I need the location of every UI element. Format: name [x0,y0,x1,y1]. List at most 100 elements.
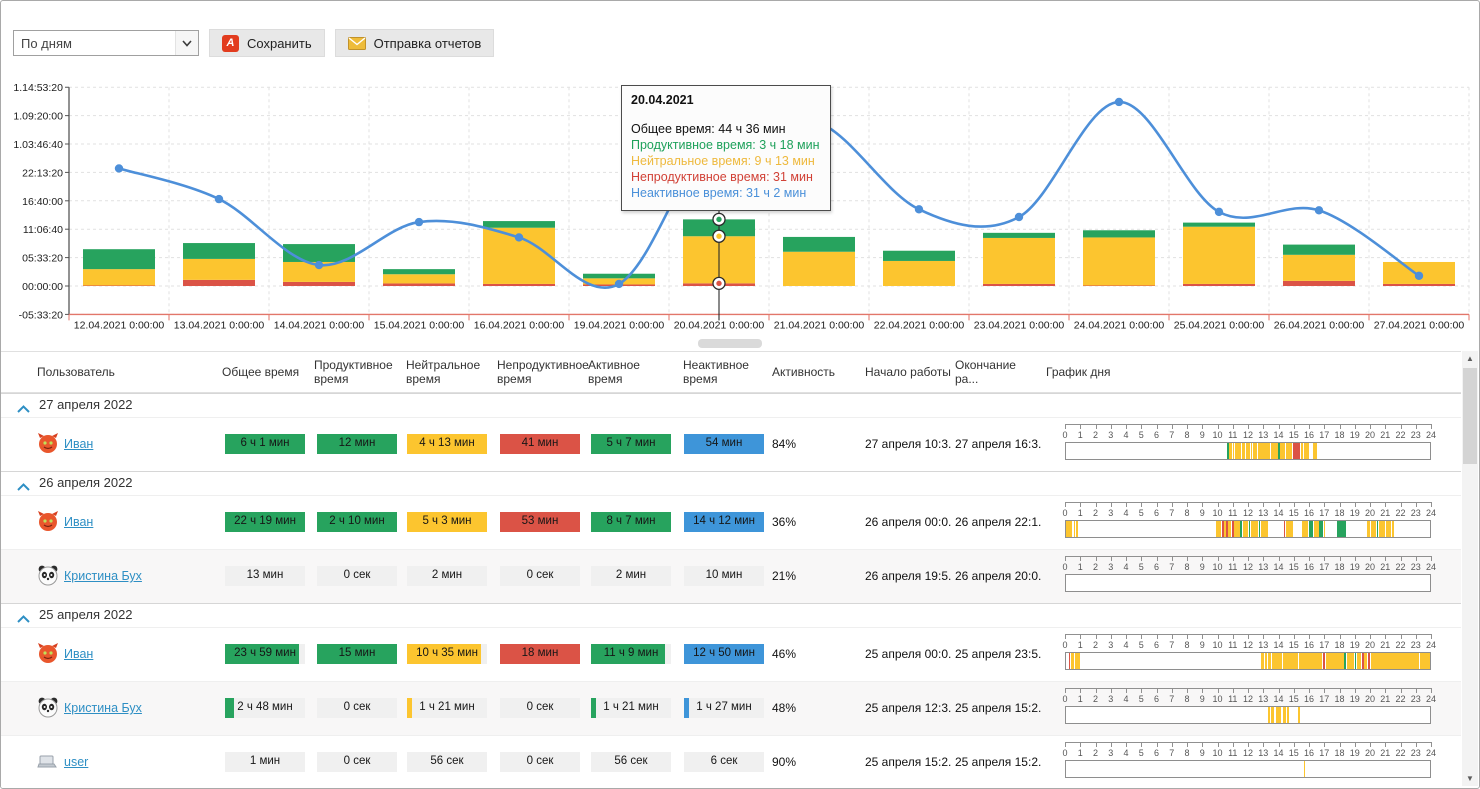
timeline-tick [1141,742,1143,747]
timeline-segment [1298,653,1323,669]
group-date-label: 27 апреля 2022 [39,397,133,412]
line-point[interactable] [914,205,924,214]
bar-productive[interactable] [183,243,255,259]
bar-unproductive[interactable] [1383,283,1455,286]
bar-neutral[interactable] [883,260,955,286]
bar-neutral[interactable] [1083,237,1155,286]
timeline-segment [1235,443,1237,459]
column-header[interactable]: Продуктивное время [314,358,393,386]
user-link[interactable]: Иван [64,515,94,529]
user-link[interactable]: Иван [64,647,94,661]
bar-productive[interactable] [883,250,955,261]
bar-productive[interactable] [283,244,355,262]
badge-value: 53 мин [521,515,559,527]
bar-productive[interactable] [83,249,155,270]
timeline-segment [1267,653,1272,669]
column-header[interactable]: Начало работы [865,365,951,379]
bar-neutral[interactable] [1283,254,1355,281]
timeline-segment [1312,443,1317,459]
badge-fill [317,512,397,532]
group-row[interactable]: 26 апреля 2022 [1,471,1461,495]
horizontal-scrollbar-thumb[interactable] [698,339,762,348]
line-point[interactable] [1414,271,1424,280]
chevron-up-icon[interactable] [17,610,30,628]
bar-unproductive[interactable] [383,283,455,286]
timeline-tick [1126,634,1127,639]
user-link[interactable]: Кристина Бух [64,569,142,583]
timeline-tick [1156,688,1158,693]
group-row[interactable]: 27 апреля 2022 [1,393,1461,417]
vertical-scrollbar-thumb[interactable] [1463,368,1477,464]
line-point[interactable] [1014,212,1024,222]
bar-productive[interactable] [983,232,1055,238]
line-point[interactable] [214,194,224,204]
column-header[interactable]: График дня [1046,365,1111,379]
period-select[interactable]: По дням [13,30,199,56]
bar-neutral[interactable] [383,274,455,284]
bar-productive[interactable] [1183,222,1255,227]
bar-unproductive[interactable] [183,279,255,286]
user-link[interactable]: user [64,755,89,769]
vertical-scrollbar[interactable]: ▲ ▼ [1462,351,1478,786]
scroll-down-icon[interactable]: ▼ [1466,774,1474,783]
send-reports-button[interactable]: Отправка отчетов [334,29,495,57]
timeline-hour-label: 14 [1273,748,1284,758]
bar-neutral[interactable] [83,269,155,286]
bar-productive[interactable] [583,273,655,279]
bar-productive[interactable] [1083,230,1155,238]
badge-value: 2 мин [431,569,463,581]
bar-unproductive[interactable] [1283,280,1355,286]
line-point[interactable] [314,260,324,270]
chevron-up-icon[interactable] [17,400,30,418]
line-point[interactable] [414,217,424,227]
timeline-hour-label: 0 [1062,508,1068,518]
bar-unproductive[interactable] [483,283,555,286]
timeline-hour-label: 2 [1092,562,1098,572]
bar-unproductive[interactable] [1083,285,1155,286]
group-row[interactable]: 25 апреля 2022 [1,603,1461,627]
column-header[interactable]: Нейтральное время [406,358,481,386]
timeline-hour-label: 1 [1077,508,1083,518]
bar-neutral[interactable] [1183,226,1255,284]
bar-productive[interactable] [783,236,855,252]
bar-neutral[interactable] [983,237,1055,284]
bar-productive[interactable] [383,269,455,275]
column-header[interactable]: Общее время [222,365,300,379]
line-point[interactable] [514,233,524,242]
user-link[interactable]: Кристина Бух [64,701,142,715]
daily-time-chart[interactable]: 1.14:53:20 1.09:20:00 1.03:46:40 22:13:20 16… [1,77,1479,333]
line-point[interactable] [1114,97,1124,107]
timeline-tick [1415,556,1417,561]
chevron-up-icon[interactable] [17,478,30,496]
bar-neutral[interactable] [183,258,255,280]
user-link[interactable]: Иван [64,437,94,451]
scroll-up-icon[interactable]: ▲ [1466,354,1474,363]
bar-unproductive[interactable] [983,283,1055,286]
line-point[interactable] [1214,207,1224,217]
timeline-tick [1187,424,1188,429]
timeline-hour-label: 20 [1364,562,1375,572]
badge-value: 2 ч 48 мин [237,701,293,713]
bar-unproductive[interactable] [83,285,155,286]
bar-neutral[interactable] [783,251,855,286]
line-point[interactable] [614,279,624,289]
column-header[interactable]: Активность [772,365,836,379]
column-header[interactable]: Непродуктивное время [497,358,589,386]
chart-canvas[interactable]: 1.14:53:20 1.09:20:00 1.03:46:40 22:13:20 16… [1,77,1479,333]
column-header[interactable]: Активное время [588,358,640,386]
line-point[interactable] [114,164,124,173]
bar-unproductive[interactable] [283,281,355,286]
bar-neutral[interactable] [283,261,355,282]
line-point[interactable] [1314,206,1324,215]
column-header[interactable]: Пользователь [37,365,115,379]
bar-unproductive[interactable] [1183,283,1255,286]
column-header[interactable]: Окончание ра... [955,358,1016,386]
time-badge: 5 ч 3 мин [407,512,487,532]
timeline-hour-label: 5 [1138,748,1144,758]
bar-productive[interactable] [1283,244,1355,255]
timeline-hour-label: 12 [1242,562,1253,572]
column-header[interactable]: Неактивное время [683,358,749,386]
chevron-down-icon[interactable] [175,31,198,55]
bar-productive[interactable] [483,221,555,228]
save-button[interactable]: A Сохранить [209,29,325,57]
